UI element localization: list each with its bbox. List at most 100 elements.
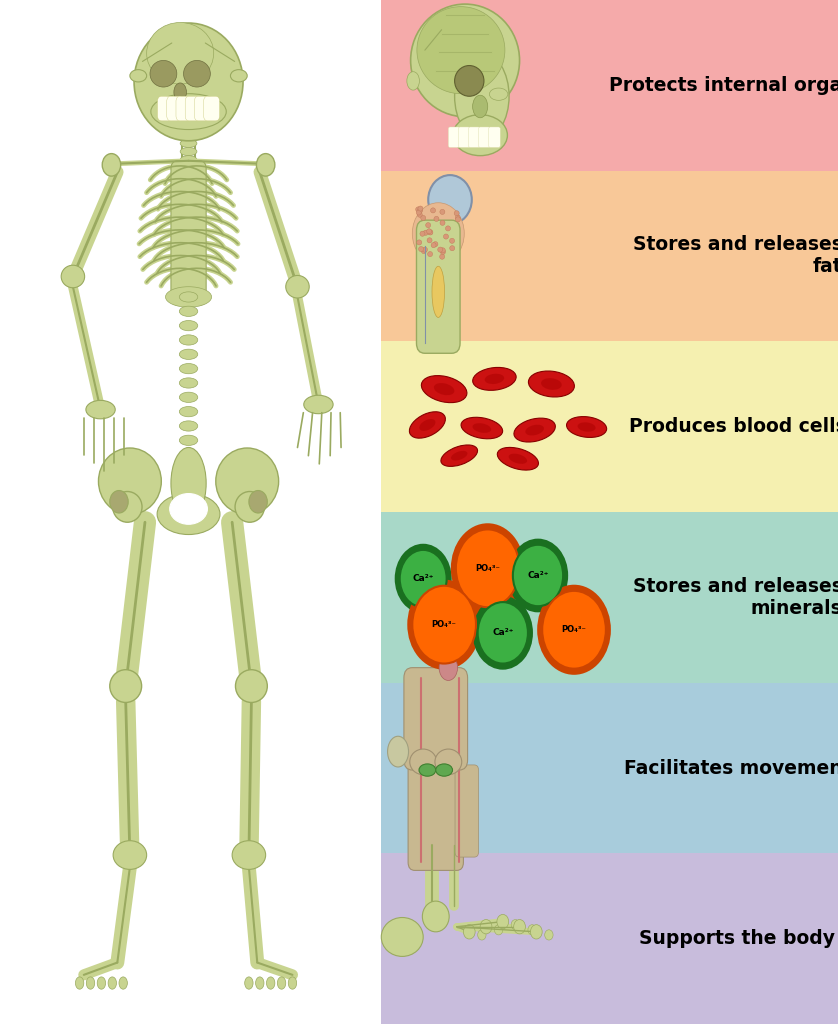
Ellipse shape xyxy=(180,131,197,139)
FancyBboxPatch shape xyxy=(171,161,206,305)
Ellipse shape xyxy=(525,425,544,435)
Ellipse shape xyxy=(427,252,432,257)
Ellipse shape xyxy=(440,248,445,253)
Ellipse shape xyxy=(249,490,267,513)
Ellipse shape xyxy=(514,418,556,442)
Ellipse shape xyxy=(303,395,334,414)
Ellipse shape xyxy=(440,220,445,225)
Ellipse shape xyxy=(407,72,420,90)
Ellipse shape xyxy=(434,383,454,395)
Ellipse shape xyxy=(180,164,197,172)
Ellipse shape xyxy=(449,239,454,244)
Ellipse shape xyxy=(455,215,460,220)
Ellipse shape xyxy=(230,70,247,82)
FancyBboxPatch shape xyxy=(185,96,201,121)
Ellipse shape xyxy=(478,930,486,940)
Ellipse shape xyxy=(134,23,243,140)
Circle shape xyxy=(451,523,525,613)
Ellipse shape xyxy=(256,154,275,176)
Ellipse shape xyxy=(119,977,127,989)
Ellipse shape xyxy=(446,226,451,231)
Ellipse shape xyxy=(99,449,161,514)
Ellipse shape xyxy=(179,349,198,359)
Ellipse shape xyxy=(151,93,226,129)
Ellipse shape xyxy=(440,209,445,214)
Text: Ca²⁺: Ca²⁺ xyxy=(492,629,514,637)
Ellipse shape xyxy=(441,250,446,255)
FancyBboxPatch shape xyxy=(478,127,490,147)
Ellipse shape xyxy=(450,246,455,251)
FancyBboxPatch shape xyxy=(167,96,183,121)
Ellipse shape xyxy=(108,977,116,989)
FancyBboxPatch shape xyxy=(458,127,470,147)
Ellipse shape xyxy=(427,229,432,234)
Circle shape xyxy=(407,580,481,670)
Ellipse shape xyxy=(419,419,436,431)
Ellipse shape xyxy=(411,4,520,117)
Ellipse shape xyxy=(130,70,147,82)
Text: Ca²⁺: Ca²⁺ xyxy=(527,571,549,580)
Circle shape xyxy=(395,544,452,613)
Ellipse shape xyxy=(166,287,211,307)
FancyBboxPatch shape xyxy=(381,512,838,683)
Ellipse shape xyxy=(528,925,536,935)
Text: Ca²⁺: Ca²⁺ xyxy=(412,574,434,583)
Ellipse shape xyxy=(61,265,85,288)
Ellipse shape xyxy=(427,238,432,243)
Ellipse shape xyxy=(410,750,437,774)
Ellipse shape xyxy=(566,417,607,437)
Text: Stores and releases
fat: Stores and releases fat xyxy=(633,236,838,276)
Ellipse shape xyxy=(387,736,409,767)
Ellipse shape xyxy=(75,977,84,989)
Ellipse shape xyxy=(541,378,561,390)
Ellipse shape xyxy=(180,147,197,156)
Ellipse shape xyxy=(174,83,187,101)
Ellipse shape xyxy=(180,139,197,147)
Ellipse shape xyxy=(426,222,431,227)
Ellipse shape xyxy=(179,292,198,302)
Ellipse shape xyxy=(453,115,508,156)
Ellipse shape xyxy=(420,231,425,237)
Ellipse shape xyxy=(545,930,553,940)
Ellipse shape xyxy=(473,368,516,390)
Ellipse shape xyxy=(427,228,432,233)
Ellipse shape xyxy=(441,445,478,466)
Circle shape xyxy=(542,591,606,669)
Ellipse shape xyxy=(454,66,484,96)
FancyBboxPatch shape xyxy=(448,127,460,147)
Ellipse shape xyxy=(473,95,488,118)
Ellipse shape xyxy=(110,670,142,702)
Ellipse shape xyxy=(158,494,220,535)
Ellipse shape xyxy=(509,454,527,464)
Text: Stores and releases
minerals: Stores and releases minerals xyxy=(633,577,838,618)
Ellipse shape xyxy=(473,423,491,433)
Ellipse shape xyxy=(266,977,275,989)
Text: PO₄³⁻: PO₄³⁻ xyxy=(432,621,457,629)
Circle shape xyxy=(473,596,533,670)
Ellipse shape xyxy=(216,449,278,514)
FancyBboxPatch shape xyxy=(416,220,460,353)
Ellipse shape xyxy=(277,977,286,989)
Circle shape xyxy=(513,545,563,606)
FancyBboxPatch shape xyxy=(404,668,468,770)
FancyBboxPatch shape xyxy=(381,683,838,853)
Circle shape xyxy=(412,586,476,664)
Text: Produces blood cells: Produces blood cells xyxy=(628,417,838,436)
Ellipse shape xyxy=(428,229,433,234)
Ellipse shape xyxy=(455,52,510,139)
Ellipse shape xyxy=(147,23,214,84)
Ellipse shape xyxy=(437,247,442,252)
Ellipse shape xyxy=(511,920,520,930)
Ellipse shape xyxy=(484,374,504,384)
FancyBboxPatch shape xyxy=(408,762,463,870)
Ellipse shape xyxy=(150,60,177,87)
Ellipse shape xyxy=(419,764,436,776)
Ellipse shape xyxy=(179,378,198,388)
Ellipse shape xyxy=(412,203,464,264)
Ellipse shape xyxy=(416,240,422,245)
Ellipse shape xyxy=(422,376,467,402)
Ellipse shape xyxy=(455,217,460,222)
FancyBboxPatch shape xyxy=(194,96,210,121)
FancyBboxPatch shape xyxy=(381,853,838,1024)
Ellipse shape xyxy=(97,977,106,989)
